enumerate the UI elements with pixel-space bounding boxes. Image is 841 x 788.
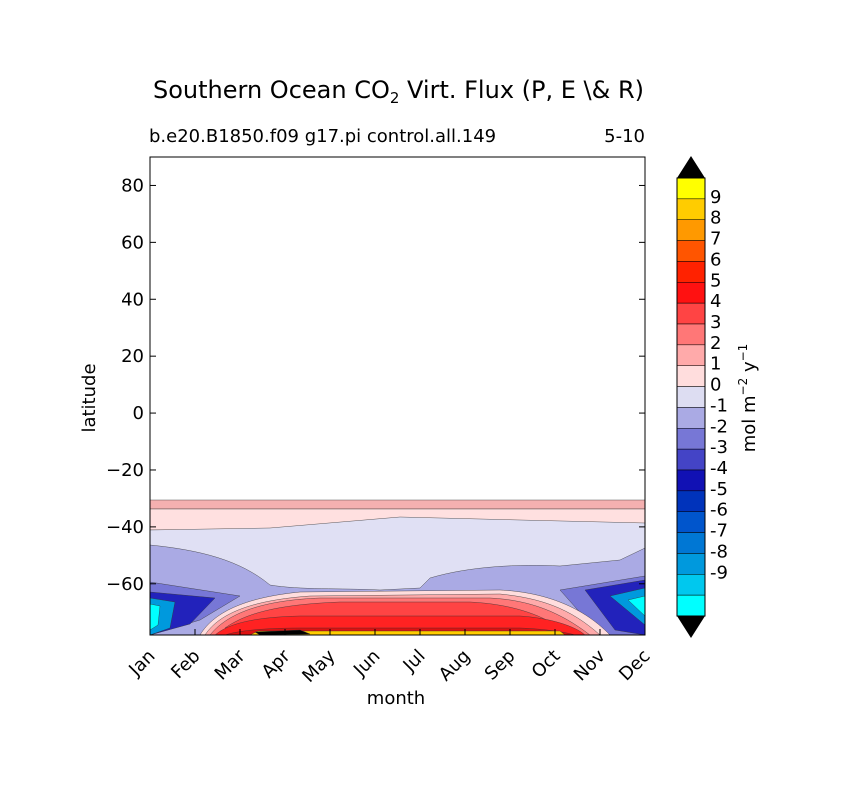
y-tick-label: −60 <box>106 574 144 595</box>
colorbar-frame <box>676 177 706 617</box>
y-axis-label: latitude <box>79 363 100 432</box>
x-tick-label: Mar <box>211 645 250 684</box>
x-tick-label: Sep <box>481 646 520 685</box>
colorbar-tick-label: 2 <box>710 333 721 354</box>
colorbar-segment <box>676 302 706 325</box>
colorbar-tick-label: 8 <box>710 208 721 229</box>
colorbar-segment <box>676 323 706 346</box>
colorbar-tick-label: 9 <box>710 187 721 208</box>
y-tick-label: −20 <box>106 460 144 481</box>
x-tick-label: Oct <box>528 646 565 683</box>
colorbar-segment <box>676 282 706 304</box>
colorbar-segment <box>676 574 706 596</box>
colorbar-segment <box>676 511 706 533</box>
colorbar-over-arrow <box>677 156 705 178</box>
x-tick-label: Jan <box>124 646 159 681</box>
colorbar-tick-label: -6 <box>710 500 728 521</box>
colorbar-tick-label: -1 <box>710 395 728 416</box>
colorbar-segment <box>676 365 706 387</box>
y-tick-label: −40 <box>106 517 144 538</box>
colorbar-tick-label: 1 <box>710 354 721 375</box>
x-tick-label: Dec <box>615 646 654 685</box>
colorbar-tick-label: -4 <box>710 458 728 479</box>
band-m9-left <box>150 603 161 631</box>
colorbar-tick-label: -5 <box>710 479 728 500</box>
contour-plot <box>150 157 645 635</box>
y-tick-label: 0 <box>133 403 144 424</box>
colorbar-segment <box>676 198 706 220</box>
colorbar-tick-label: 7 <box>710 229 721 250</box>
chart-subtitle-right: 5-10 <box>604 126 645 147</box>
x-tick-label: Apr <box>258 645 295 682</box>
y-tick-label: 60 <box>121 232 144 253</box>
y-tick-label: 40 <box>121 289 144 310</box>
colorbar-segment <box>676 407 706 429</box>
colorbar-segment <box>676 448 706 471</box>
chart-title: Southern Ocean CO2 Virt. Flux (P, E \& R… <box>153 76 644 107</box>
colorbar-segment <box>676 219 706 241</box>
band-1to2 <box>150 499 645 510</box>
y-axis: 80 60 40 20 0 −20 −40 −60 <box>106 175 645 595</box>
colorbar-segment <box>676 344 706 366</box>
colorbar-segment <box>676 428 706 450</box>
colorbar-tick-label: 3 <box>710 312 721 333</box>
x-tick-label: May <box>298 645 339 686</box>
x-tick-label: Jul <box>399 646 430 677</box>
colorbar-segment <box>676 469 706 492</box>
colorbar-segment <box>676 240 706 262</box>
band-m8tom6-right <box>609 587 645 626</box>
x-axis: Jan Feb Mar Apr May Jun Jul Aug Sep Oct Nov Dec <box>124 629 655 687</box>
x-tick-label: Nov <box>570 645 610 685</box>
y-tick-label: 80 <box>121 175 144 196</box>
y-tick-label: 20 <box>121 346 144 367</box>
colorbar-tick-label: -8 <box>710 541 728 562</box>
colorbar-under-arrow <box>677 616 705 638</box>
x-axis-label: month <box>367 688 425 709</box>
colorbar-tick-label: -7 <box>710 521 728 542</box>
x-tick-label: Aug <box>435 646 475 686</box>
colorbar-label: mol m−2 y−1 <box>736 344 760 453</box>
colorbar-segment <box>676 490 706 512</box>
x-tick-label: Feb <box>167 646 204 683</box>
chart-subtitle-left: b.e20.B1850.f09 g17.pi control.all.149 <box>149 126 497 147</box>
colorbar-tick-label: 5 <box>710 270 721 291</box>
colorbar-tick-label: 4 <box>710 291 721 312</box>
plot-frame <box>149 156 646 636</box>
colorbar-segment <box>676 261 706 283</box>
colorbar-segment <box>676 386 706 408</box>
band-m9-right <box>627 595 645 617</box>
colorbar-tick-label: -9 <box>710 562 728 583</box>
colorbar-tick-label: 6 <box>710 249 721 270</box>
colorbar-segment <box>676 594 706 617</box>
colorbar-segment <box>676 553 706 575</box>
colorbar-tick-label: -2 <box>710 416 728 437</box>
colorbar-segment <box>676 177 706 200</box>
x-tick-label: Jun <box>349 646 384 681</box>
colorbar-tick-label: -3 <box>710 437 728 458</box>
colorbar-tick-label: 0 <box>710 375 721 396</box>
colorbar-segment <box>676 532 706 554</box>
